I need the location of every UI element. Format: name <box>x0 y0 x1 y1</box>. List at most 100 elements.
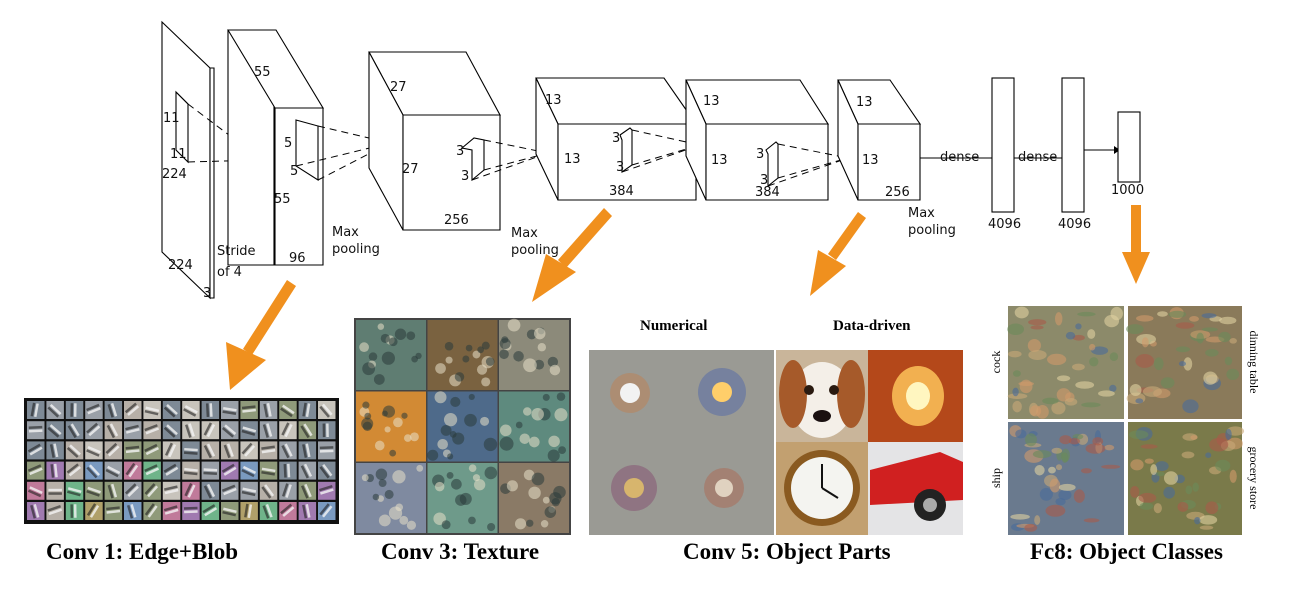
conv1-filter-stripes <box>105 465 121 478</box>
fc8-texture-blob <box>1139 502 1154 510</box>
fc8-texture-blob <box>1126 324 1144 335</box>
conv1-filter-stripes <box>183 447 198 455</box>
conv1-filter-stripes <box>86 486 101 497</box>
conv1-filter-stripes <box>302 443 311 458</box>
conv1-filter-stripes <box>48 488 62 495</box>
conv3-texture-dot <box>381 410 388 417</box>
conv1-filter-stripes <box>283 463 291 478</box>
conv1-filter-stripes <box>163 485 179 495</box>
conv3-texture-dot <box>440 424 452 436</box>
conv1-filter-stripes <box>163 404 178 418</box>
conv1-filter-grid <box>27 401 336 520</box>
conv1-filter-stripes <box>202 504 218 517</box>
conv1-filter-stripes <box>262 504 273 519</box>
fc8-texture-blob <box>1083 518 1100 523</box>
conv1-filter-stripes <box>144 503 158 518</box>
conv1-filter-stripes <box>144 483 159 498</box>
fc8-texture-blob <box>1047 353 1067 366</box>
class-label-cock: cock <box>989 351 1003 374</box>
fc8-texture-blob <box>1199 515 1218 525</box>
fc8-texture-blob <box>1059 435 1072 445</box>
class-label-ship: ship <box>989 468 1003 488</box>
fc8-texture-blob <box>1089 343 1096 351</box>
conv1-filter-stripes <box>300 463 313 479</box>
conv1-filter-stripes <box>221 424 237 438</box>
fc8-texture-blob <box>1030 405 1042 417</box>
fc8-texture-blob <box>1109 352 1119 362</box>
conv1-filter-stripes <box>30 402 39 418</box>
conv4-size-a: 13 <box>703 94 720 109</box>
conv3-texture-dot <box>544 506 557 518</box>
conv3-texture-dot <box>394 328 407 340</box>
conv3-texture-dot <box>437 438 448 450</box>
fc8-texture-blob <box>1028 349 1047 361</box>
fc8-texture-blob <box>1027 338 1041 353</box>
conv1-filter-stripes <box>203 443 216 459</box>
conv1-filter-stripes <box>125 462 139 478</box>
fc8-texture-blob <box>1175 346 1190 353</box>
fc8-texture-blob <box>1048 466 1056 474</box>
arrow-conv1 <box>226 280 296 390</box>
fc8-texture-blob <box>1129 383 1142 396</box>
fc8-texture-blob <box>1034 465 1045 476</box>
conv3-texture-dot <box>534 359 545 370</box>
class-label-grocery-store: grocery store <box>1247 447 1261 510</box>
conv3-texture-dot <box>499 349 509 360</box>
dense2-layer: dense 4096 <box>1018 77 1120 232</box>
fc8-texture-blob <box>1081 402 1101 408</box>
conv3-texture-dot <box>374 440 385 451</box>
conv1-filter-stripes <box>27 443 43 456</box>
fc8-texture-blob <box>1215 459 1231 472</box>
conv1-filter-stripes <box>27 464 43 476</box>
dense1-layer: dense 4096 <box>940 77 1062 232</box>
conv1-filter-stripes <box>203 468 218 475</box>
pool2-line1: Max <box>511 226 538 241</box>
fc8-texture-blob <box>1130 485 1140 498</box>
conv1-filter-stripes <box>165 442 177 458</box>
conv1-filter-stripes <box>66 463 82 477</box>
conv1-filter-stripes <box>262 423 273 438</box>
fc8-texture-blob <box>1229 338 1237 344</box>
fc8-texture-blob <box>1201 313 1217 319</box>
pool2-line2: pooling <box>511 243 559 258</box>
fc8-texture-blob <box>1109 384 1117 392</box>
conv1-filter-stripes <box>47 403 62 418</box>
fc8-texture-blob <box>1012 400 1022 413</box>
conv1-filter-stripes <box>322 423 329 438</box>
conv3-texture-dot <box>406 331 416 341</box>
conv5-depth: 256 <box>885 185 910 200</box>
conv1-filter-stripes <box>300 423 313 439</box>
fc8-texture-blob <box>1089 357 1099 367</box>
conv1-filter-stripes <box>281 483 292 498</box>
conv3-texture-dot <box>481 377 491 387</box>
conv2-size-a: 27 <box>390 80 407 95</box>
conv1-filter-stripes <box>66 444 81 458</box>
fc8-texture-blob <box>1075 323 1082 330</box>
conv3-texture-dot <box>361 417 374 430</box>
fc8-texture-blob <box>1130 459 1144 471</box>
fc8-texture-blob <box>1028 319 1047 326</box>
conv1-filter-stripes <box>47 424 62 438</box>
conv3-texture-dot <box>393 417 403 428</box>
conv1-filter-stripes <box>183 467 198 476</box>
conv1-filter-stripes <box>86 403 101 415</box>
conv3-texture-dot <box>380 333 390 343</box>
conv3-texture-dot <box>427 449 439 461</box>
fc8-texture-blob <box>1189 315 1199 322</box>
conv1-filter-stripes <box>222 406 237 416</box>
fc8-texture-blob <box>1015 429 1027 439</box>
fc8-texture-blob <box>1199 525 1214 530</box>
fc8-texture-blob <box>1155 461 1169 472</box>
conv3-texture-dot <box>462 355 470 363</box>
conv1-filter-stripes <box>124 402 140 416</box>
conv1-filter-stripes <box>319 403 333 418</box>
fc8-texture-blob <box>1042 397 1059 405</box>
conv1-layer: 55 5 5 55 96 Stride of 4 <box>217 29 391 280</box>
conv5-parts-panel: Numerical Data-driven <box>589 318 963 564</box>
conv3-texture-dot <box>378 479 387 488</box>
conv5-sub-left: Numerical <box>640 318 707 334</box>
input-kernel-b: 11 <box>170 147 187 162</box>
conv3-texture-dot <box>403 434 412 442</box>
fc8-texture-blob <box>1025 433 1037 447</box>
conv3-texture-dot <box>465 344 473 352</box>
